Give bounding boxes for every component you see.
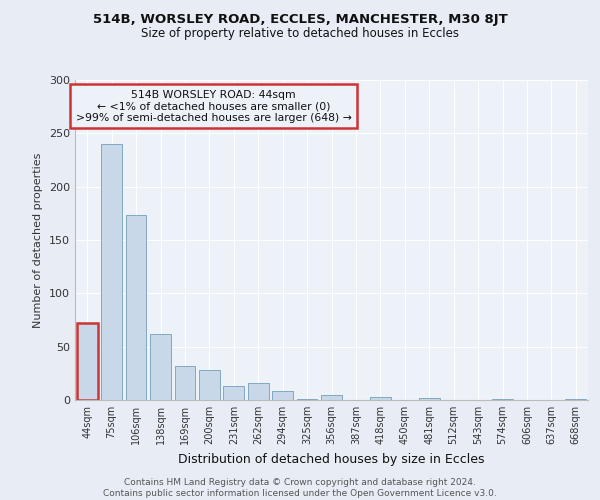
Bar	[248, 383, 269, 400]
Bar	[296, 399, 317, 400]
Bar	[125, 216, 146, 400]
Bar	[199, 370, 220, 400]
Bar	[492, 399, 513, 400]
Text: 514B WORSLEY ROAD: 44sqm
← <1% of detached houses are smaller (0)
>99% of semi-d: 514B WORSLEY ROAD: 44sqm ← <1% of detach…	[76, 90, 352, 123]
Bar	[321, 394, 342, 400]
Y-axis label: Number of detached properties: Number of detached properties	[34, 152, 43, 328]
Bar	[150, 334, 171, 400]
Text: 514B, WORSLEY ROAD, ECCLES, MANCHESTER, M30 8JT: 514B, WORSLEY ROAD, ECCLES, MANCHESTER, …	[92, 12, 508, 26]
Bar	[223, 386, 244, 400]
Text: Contains HM Land Registry data © Crown copyright and database right 2024.
Contai: Contains HM Land Registry data © Crown c…	[103, 478, 497, 498]
Bar	[101, 144, 122, 400]
Bar	[175, 366, 196, 400]
Text: Size of property relative to detached houses in Eccles: Size of property relative to detached ho…	[141, 28, 459, 40]
X-axis label: Distribution of detached houses by size in Eccles: Distribution of detached houses by size …	[178, 452, 485, 466]
Bar	[419, 398, 440, 400]
Bar	[272, 392, 293, 400]
Bar	[370, 397, 391, 400]
Bar	[77, 323, 98, 400]
Bar	[565, 399, 586, 400]
